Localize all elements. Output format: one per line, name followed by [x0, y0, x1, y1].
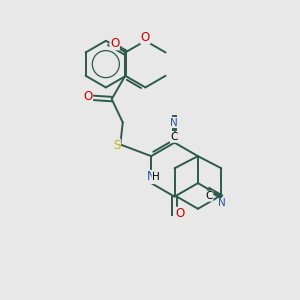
Text: O: O [83, 90, 92, 103]
Text: N: N [218, 199, 226, 208]
Text: N: N [170, 118, 178, 128]
Text: O: O [141, 31, 150, 44]
Text: H: H [152, 172, 160, 182]
Text: O: O [175, 207, 184, 220]
Text: C: C [205, 191, 213, 201]
Text: C: C [170, 132, 178, 142]
Text: O: O [110, 37, 119, 50]
Text: N: N [147, 170, 155, 184]
Text: S: S [113, 139, 120, 152]
